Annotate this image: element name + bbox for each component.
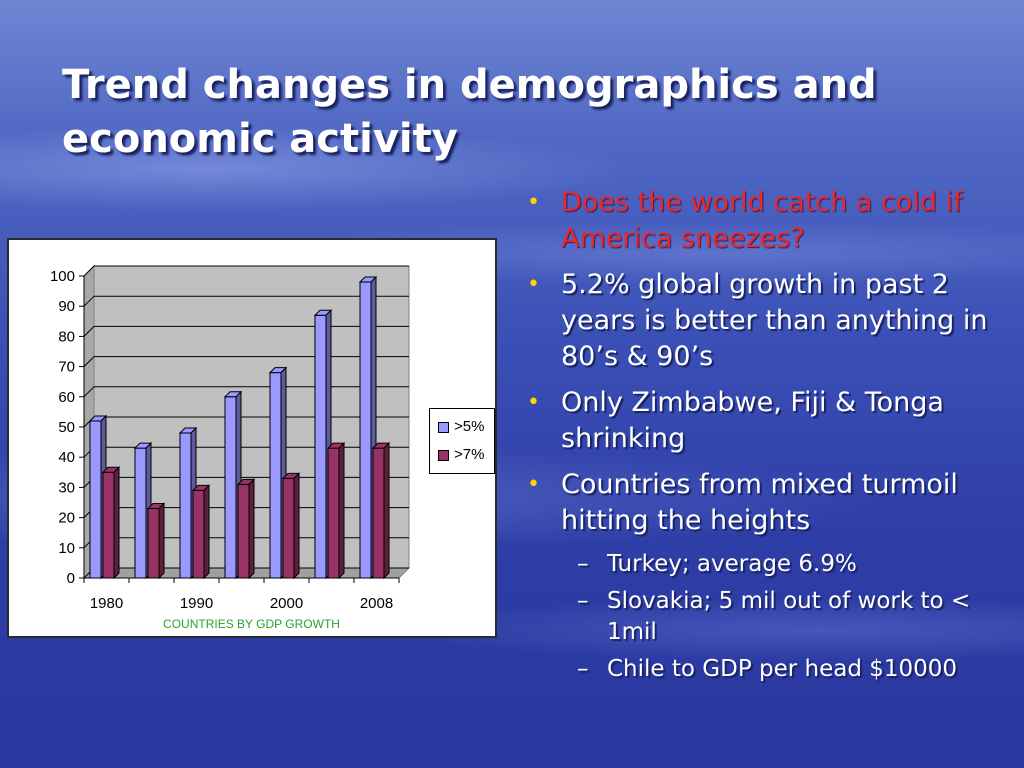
sub-bullet-text: Slovakia; 5 mil out of work to < 1mil [607,588,971,645]
y-tick-label: 50 [58,419,75,436]
bar [314,314,327,579]
bar-side [113,466,120,580]
bar [89,420,102,579]
bar-side [383,441,390,580]
chart-plot: 0 10 20 30 40 50 60 70 80 90 100 1980 1990 2000 2008 CO… [50,264,411,631]
bar [269,372,282,579]
x-tick-label: 1980 [90,595,123,612]
bar [224,396,237,579]
sub-bullet-item: – Chile to GDP per head $10000 [525,654,995,685]
bar-side [203,484,210,580]
y-tick-label: 10 [58,540,75,557]
bullet-item: • 5.2% global growth in past 2 years is b… [525,267,995,375]
bullet-list: • Does the world catch a cold if America … [525,185,995,691]
gridline [83,265,409,277]
bullet-text: 5.2% global growth in past 2 years is be… [561,269,988,372]
bar [134,447,147,579]
bar-side [293,472,300,580]
legend-item-series-1: >5% [438,418,484,436]
gridline [83,386,409,398]
bullet-text: Only Zimbabwe, Fiji & Tonga shrinking [561,387,944,454]
bar [147,508,160,579]
bar [327,447,340,579]
sub-bullet-marker: – [577,656,589,682]
bar [237,483,250,579]
legend-swatch-series-2 [438,449,449,461]
bar [179,432,192,579]
bar [359,281,372,579]
gridline [83,295,409,307]
bullet-item: • Only Zimbabwe, Fiji & Tonga shrinking [525,385,995,457]
slide-title: Trend changes in demographics and econom… [62,62,877,162]
bar-side [248,478,255,580]
bullet-marker: • [527,272,540,297]
legend-label-series-1: >5% [454,418,485,435]
y-tick-label: 60 [58,389,75,406]
y-tick-label: 100 [50,268,75,285]
bullet-text: Countries from mixed turmoil hitting the… [561,469,958,536]
bar [372,447,385,579]
bar [282,477,295,579]
bar-side [158,502,165,580]
bar [102,471,115,579]
sub-bullet-item: – Slovakia; 5 mil out of work to < 1mil [525,586,995,648]
gridline [83,325,409,337]
sub-bullet-text: Turkey; average 6.9% [607,551,857,577]
y-tick-label: 70 [58,359,75,376]
sub-bullet-item: – Turkey; average 6.9% [525,549,995,580]
sub-bullet-text: Chile to GDP per head $10000 [607,656,958,682]
bar [192,489,205,579]
bullet-item: • Does the world catch a cold if America … [525,185,995,257]
x-tick-label: 2000 [270,595,303,612]
bullet-marker: • [527,190,540,215]
bullet-marker: • [527,390,540,415]
y-tick-label: 20 [58,510,75,527]
chart-legend: >5% >7% [429,408,495,474]
y-tick-label: 30 [58,479,75,496]
bullet-item: • Countries from mixed turmoil hitting th… [525,467,995,539]
legend-label-series-2: >7% [454,446,485,463]
gridline [83,356,409,367]
x-axis-title: COUNTRIES BY GDP GROWTH [163,617,340,631]
legend-swatch-series-1 [438,421,449,433]
sub-bullet-marker: – [577,588,589,614]
bar-side [338,441,345,580]
y-tick-label: 80 [58,328,75,345]
y-tick-label: 90 [58,298,75,315]
y-tick-label: 40 [58,449,75,466]
bar-chart: 0 10 20 30 40 50 60 70 80 90 100 1980 1990 2000 2008 CO… [7,238,497,638]
bullet-text: Does the world catch a cold if America s… [561,187,963,254]
x-tick-label: 1990 [180,595,213,612]
x-tick-label: 2008 [360,595,393,612]
bullet-marker: • [527,472,540,497]
legend-item-series-2: >7% [438,446,484,464]
y-tick-label: 0 [67,570,75,587]
sub-bullet-marker: – [577,551,589,577]
